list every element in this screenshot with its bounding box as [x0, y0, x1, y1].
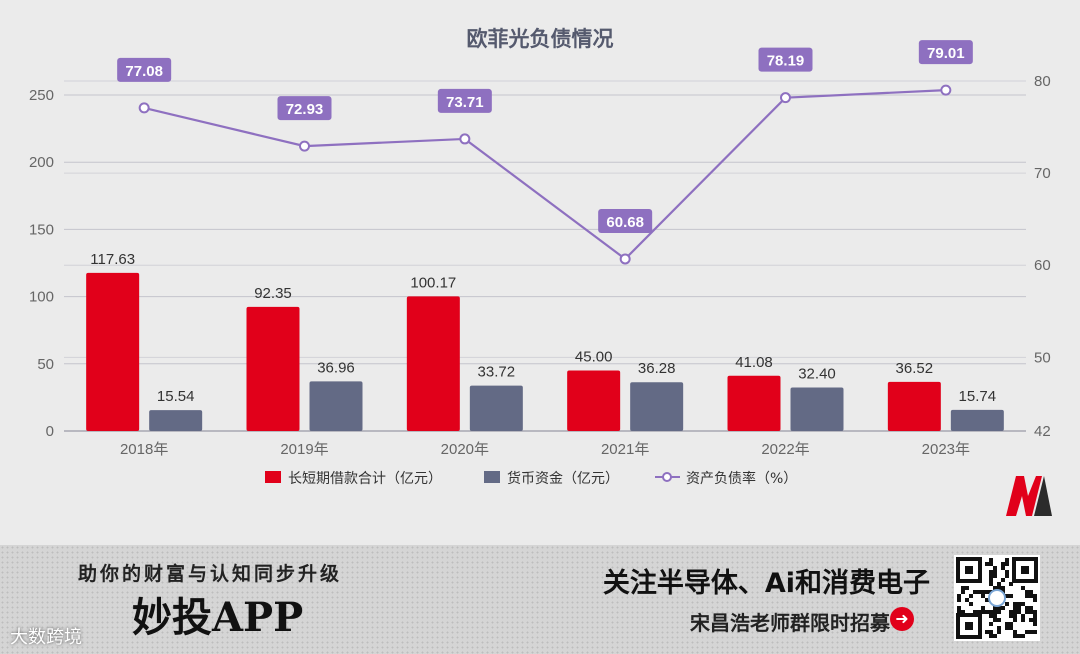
ratio-point	[138, 102, 150, 114]
right-axis: 42 50 60 70 80	[1034, 73, 1051, 440]
banner-subline: 宋昌浩老师群限时招募	[690, 611, 890, 635]
legend-swatch-loans	[265, 471, 281, 483]
bar-cash-label: 33.72	[478, 364, 516, 381]
line-series: 77.08 72.93 73.71 60.68 78.19 79.01	[117, 40, 973, 265]
chart-area: 欧菲光负债情况 0 50 100 150 200 250 42 50 60 70 80 117.6…	[28, 27, 1052, 516]
left-tick-label: 100	[29, 289, 54, 306]
bar-loans	[406, 296, 460, 431]
x-axis: 2018年 2019年 2020年 2021年 2022年 2023年	[120, 441, 970, 458]
bar-loans-label: 100.17	[410, 274, 456, 291]
gridlines	[64, 80, 1026, 432]
legend-marker-ratio	[662, 472, 672, 482]
ratio-point	[619, 253, 631, 265]
ratio-label: 78.19	[767, 53, 805, 70]
bar-cash	[469, 385, 523, 431]
x-tick-label: 2021年	[601, 441, 649, 458]
right-tick-label: 70	[1034, 165, 1051, 182]
bar-loans	[887, 381, 941, 431]
ratio-point	[940, 84, 952, 96]
right-tick-label: 80	[1034, 73, 1051, 90]
legend-label-cash: 货币资金（亿元）	[507, 470, 619, 487]
left-tick-label: 200	[29, 154, 54, 171]
chart-svg: 欧菲光负债情况 0 50 100 150 200 250 42 50 60 70 80 117.6…	[29, 27, 1051, 487]
watermark-text: 大数跨境	[10, 627, 82, 648]
ratio-line	[143, 89, 946, 261]
bar-loans-label: 45.00	[575, 349, 613, 366]
legend-swatch-cash	[484, 471, 500, 483]
brand-logo	[1006, 476, 1052, 516]
left-tick-label: 250	[29, 87, 54, 104]
chart-title: 欧菲光负债情况	[467, 27, 614, 51]
bar-cash-label: 15.74	[959, 388, 997, 405]
ratio-label: 60.68	[606, 214, 644, 231]
left-axis: 0 50 100 150 200 250	[29, 87, 54, 440]
bar-cash	[149, 410, 203, 431]
ratio-label-box	[437, 88, 492, 113]
x-tick-label: 2023年	[922, 441, 970, 458]
right-tick-label: 60	[1034, 257, 1051, 274]
ratio-label-box	[918, 40, 973, 65]
arrow-right-circle-icon[interactable]: ➜	[890, 607, 914, 631]
ratio-point	[780, 92, 791, 104]
bar-loans	[86, 272, 140, 431]
bar-cash	[630, 382, 684, 431]
x-tick-label: 2019年	[280, 441, 328, 458]
ratio-label: 77.08	[125, 63, 163, 80]
banner-slogan: 助你的财富与认知同步升级	[78, 563, 343, 585]
left-tick-label: 0	[46, 423, 54, 440]
bar-loans-label: 92.35	[254, 285, 292, 302]
legend-label-ratio: 资产负债率（%）	[686, 470, 797, 487]
left-tick-label: 50	[37, 356, 54, 373]
promo-banner[interactable]: 助你的财富与认知同步升级 妙投APP 大数跨境 关注半导体、Ai和消费电子 宋昌…	[0, 545, 1080, 654]
bar-cash	[309, 381, 363, 431]
ratio-label-box	[277, 96, 332, 121]
bar-loans-label: 117.63	[90, 251, 135, 268]
bar-cash-label: 15.54	[157, 388, 195, 405]
x-tick-label: 2022年	[761, 441, 809, 458]
bar-loans	[567, 370, 621, 431]
bar-loans	[727, 375, 781, 431]
ratio-label-box	[117, 57, 172, 82]
x-tick-label: 2018年	[120, 441, 168, 458]
bar-loans	[246, 306, 300, 431]
bar-cash-label: 36.96	[317, 359, 355, 376]
ratio-label-box	[758, 47, 813, 72]
ratio-point	[299, 140, 310, 152]
legend: 长短期借款合计（亿元） 货币资金（亿元） 资产负债率（%）	[265, 470, 797, 487]
bar-series: 117.63 15.54 92.35 36.96 100.17 33.72 45.00 36.…	[86, 251, 1004, 431]
ratio-label: 79.01	[927, 45, 965, 62]
banner-app-name: 妙投APP	[132, 594, 304, 641]
bar-cash-label: 32.40	[798, 365, 836, 382]
ratio-label: 72.93	[286, 101, 324, 118]
ratio-label-box	[598, 208, 653, 233]
qr-code-icon[interactable]	[954, 555, 1040, 641]
bar-cash-label: 36.28	[638, 360, 676, 377]
ratio-point	[459, 133, 471, 145]
bar-cash	[790, 387, 844, 431]
right-tick-label: 42	[1034, 423, 1051, 440]
bar-loans-label: 41.08	[735, 354, 773, 371]
bar-loans-label: 36.52	[896, 360, 934, 377]
bar-cash	[950, 409, 1004, 431]
left-tick-label: 150	[29, 221, 54, 238]
right-tick-label: 50	[1034, 349, 1051, 366]
banner-headline: 关注半导体、Ai和消费电子	[602, 568, 930, 599]
legend-label-loans: 长短期借款合计（亿元）	[288, 471, 442, 487]
x-tick-label: 2020年	[441, 441, 489, 458]
ratio-label: 73.71	[446, 94, 484, 111]
